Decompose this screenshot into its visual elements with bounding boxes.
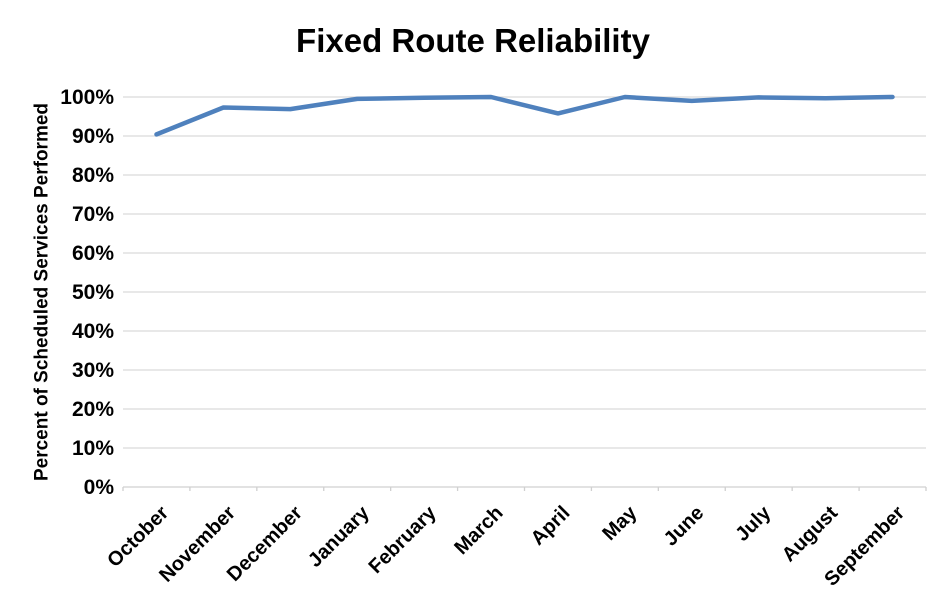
- series-line: [154, 94, 895, 137]
- y-tick-label: 60%: [72, 242, 114, 265]
- x-tick-label: August: [778, 502, 843, 567]
- y-tick-label: 20%: [72, 398, 114, 421]
- y-tick-label: 100%: [60, 86, 114, 109]
- x-tick-label: January: [304, 501, 374, 571]
- chart-title: Fixed Route Reliability: [296, 22, 650, 59]
- x-tick-label: October: [103, 502, 173, 572]
- x-tick-label: March: [450, 502, 507, 559]
- x-tick-label: June: [660, 502, 709, 551]
- y-tick-label: 30%: [72, 359, 114, 382]
- y-tick-label: 40%: [72, 320, 114, 343]
- y-tick-label: 50%: [72, 281, 114, 304]
- x-tick-label: July: [731, 501, 775, 545]
- x-tick-label: April: [527, 502, 575, 550]
- y-tick-label: 90%: [72, 125, 114, 148]
- y-tick-label: 80%: [72, 164, 114, 187]
- x-tick-label: May: [598, 501, 642, 545]
- y-tick-label: 10%: [72, 437, 114, 460]
- x-tick-label: February: [365, 501, 442, 578]
- y-tick-label: 70%: [72, 203, 114, 226]
- y-tick-label: 0%: [84, 476, 115, 499]
